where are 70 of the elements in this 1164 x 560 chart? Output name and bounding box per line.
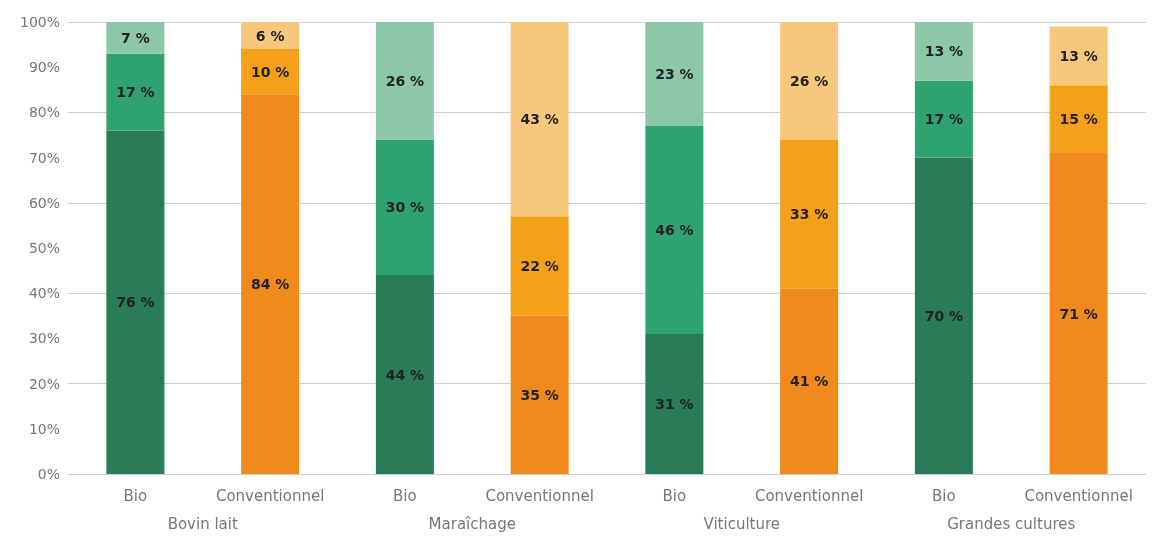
data-label: 43 %	[520, 111, 559, 128]
data-label: 35 %	[520, 386, 559, 403]
bar	[106, 130, 165, 474]
text: Grandes cultures	[947, 514, 1076, 533]
bar	[1049, 85, 1108, 154]
y-tick-label: 70%	[28, 149, 60, 166]
bar	[106, 22, 165, 54]
data-label: 13 %	[924, 43, 964, 60]
data-label: 17 %	[116, 84, 155, 101]
bar	[106, 53, 165, 131]
x-tick-label: Bio	[662, 486, 687, 505]
y-tick-label: 80%	[28, 104, 60, 121]
data-label: 15 %	[1059, 111, 1098, 128]
x-tick-label: Conventionnel	[485, 486, 594, 505]
bar	[914, 157, 973, 474]
bar	[780, 22, 839, 140]
bar	[780, 139, 839, 289]
bar	[645, 333, 704, 474]
data-label: 71 %	[1059, 305, 1098, 322]
text: Bovin lait	[167, 514, 238, 533]
bar	[1049, 153, 1108, 474]
data-label: 76 %	[116, 294, 155, 311]
bar	[510, 315, 569, 474]
x-tick-label: Bio	[932, 486, 956, 505]
bar	[914, 80, 973, 158]
y-tick-label: 0%	[37, 466, 60, 482]
x-tick-label: Conventionnel	[754, 486, 864, 505]
y-tick-label: 40%	[28, 285, 60, 302]
y-tick-label: 60%	[28, 194, 60, 211]
data-label: 17 %	[924, 111, 964, 128]
data-label: 7 %	[121, 29, 150, 46]
data-label: 23 %	[655, 65, 694, 82]
data-label: 22 %	[520, 258, 559, 275]
x-tick-label: Bio	[393, 486, 417, 505]
bar	[241, 94, 300, 474]
data-label: 13 %	[1059, 47, 1098, 64]
data-label: 44 %	[385, 366, 425, 383]
x-tick-label: Conventionnel	[1024, 486, 1133, 505]
bar	[375, 22, 434, 140]
data-label: 26 %	[385, 72, 425, 89]
y-tick-label: 90%	[28, 59, 60, 76]
text: Maraîchage	[428, 514, 516, 533]
bar	[375, 139, 434, 276]
bar	[780, 288, 839, 474]
data-label: 41 %	[789, 373, 829, 390]
x-tick-label: Bio	[123, 486, 148, 505]
bar	[645, 125, 704, 334]
data-label: 26 %	[789, 72, 829, 89]
data-label: 84 %	[250, 276, 290, 293]
bar	[241, 49, 300, 95]
x-tick-label: Conventionnel	[215, 486, 325, 505]
y-tick-label: 10%	[28, 420, 60, 437]
y-tick-label: 20%	[28, 375, 60, 392]
data-label: 33 %	[789, 206, 829, 223]
y-tick-label: 50%	[28, 240, 60, 256]
bar	[645, 22, 704, 126]
bar	[510, 22, 569, 217]
data-label: 10 %	[250, 63, 290, 80]
text: Viticulture	[703, 514, 781, 533]
data-label: 31 %	[655, 395, 694, 412]
data-label: 6 %	[255, 27, 285, 44]
bar	[375, 275, 434, 474]
y-tick-label: 30%	[28, 330, 60, 347]
data-label: 46 %	[655, 221, 694, 238]
bar	[510, 216, 569, 316]
y-tick-label: 100%	[19, 14, 60, 30]
bar	[914, 22, 973, 81]
data-label: 70 %	[924, 307, 964, 324]
data-label: 30 %	[385, 199, 425, 216]
bar	[1049, 26, 1108, 86]
